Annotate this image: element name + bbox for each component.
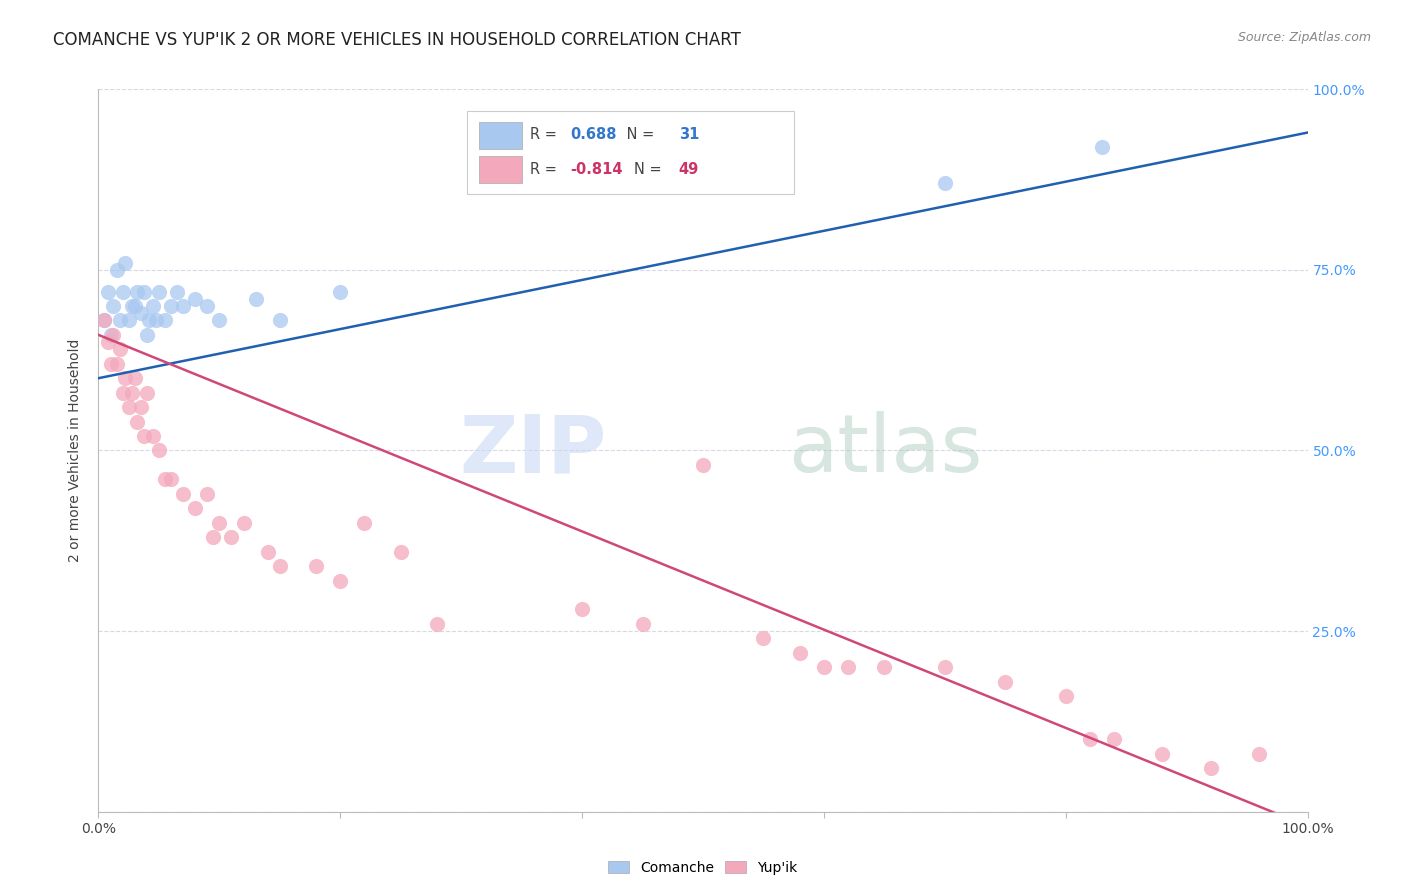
Point — [571, 602, 593, 616]
Point — [160, 299, 183, 313]
Point — [129, 400, 152, 414]
Text: 49: 49 — [679, 162, 699, 177]
Point — [752, 632, 775, 646]
Text: R =: R = — [530, 162, 561, 177]
Point — [934, 660, 956, 674]
Point — [1102, 732, 1125, 747]
Point — [256, 544, 278, 558]
Point — [118, 313, 141, 327]
Point — [93, 313, 115, 327]
Point — [121, 299, 143, 313]
Point — [142, 299, 165, 313]
Point — [789, 646, 811, 660]
Point — [389, 544, 412, 558]
Point — [101, 299, 124, 313]
Point — [172, 299, 194, 313]
Point — [114, 371, 136, 385]
Text: N =: N = — [634, 162, 666, 177]
Point — [813, 660, 835, 674]
Point — [221, 530, 243, 544]
Text: R =: R = — [530, 128, 567, 142]
Point — [631, 616, 654, 631]
Text: -0.814: -0.814 — [569, 162, 623, 177]
Point — [111, 385, 134, 400]
Point — [837, 660, 859, 674]
Point — [135, 385, 157, 400]
Point — [184, 501, 207, 516]
Point — [105, 357, 128, 371]
Point — [135, 327, 157, 342]
Point — [208, 516, 231, 530]
Point — [202, 530, 225, 544]
Text: 0.688: 0.688 — [569, 128, 616, 142]
Point — [108, 343, 131, 357]
Point — [232, 516, 254, 530]
Point — [1054, 689, 1077, 703]
Point — [873, 660, 896, 674]
Point — [118, 400, 141, 414]
Point — [934, 176, 956, 190]
Point — [100, 357, 122, 371]
Point — [692, 458, 714, 472]
Point — [142, 429, 165, 443]
Text: Source: ZipAtlas.com: Source: ZipAtlas.com — [1237, 31, 1371, 45]
Point — [184, 292, 207, 306]
Point — [127, 285, 149, 299]
Point — [127, 415, 149, 429]
Point — [148, 443, 170, 458]
Text: N =: N = — [621, 128, 664, 142]
Point — [134, 285, 156, 299]
Point — [329, 285, 352, 299]
Point — [208, 313, 231, 327]
Point — [1078, 732, 1101, 747]
Point — [994, 674, 1017, 689]
Point — [195, 487, 218, 501]
Point — [97, 285, 120, 299]
Point — [114, 255, 136, 269]
Point — [153, 472, 176, 486]
Point — [1199, 761, 1222, 775]
Point — [111, 285, 134, 299]
Point — [124, 371, 146, 385]
Text: atlas: atlas — [787, 411, 981, 490]
Text: 31: 31 — [679, 128, 699, 142]
FancyBboxPatch shape — [467, 111, 793, 194]
Point — [105, 262, 128, 277]
Point — [153, 313, 176, 327]
Bar — [479, 156, 522, 183]
Point — [426, 616, 449, 631]
Point — [148, 285, 170, 299]
Point — [1249, 747, 1271, 761]
Point — [160, 472, 183, 486]
Point — [269, 559, 291, 574]
Point — [121, 385, 143, 400]
Point — [245, 292, 267, 306]
Point — [145, 313, 167, 327]
Text: COMANCHE VS YUP'IK 2 OR MORE VEHICLES IN HOUSEHOLD CORRELATION CHART: COMANCHE VS YUP'IK 2 OR MORE VEHICLES IN… — [53, 31, 741, 49]
Point — [1152, 747, 1174, 761]
Point — [166, 285, 188, 299]
Point — [329, 574, 352, 588]
Point — [172, 487, 194, 501]
Text: ZIP: ZIP — [458, 411, 606, 490]
Point — [108, 313, 131, 327]
Y-axis label: 2 or more Vehicles in Household: 2 or more Vehicles in Household — [69, 339, 83, 562]
Point — [195, 299, 218, 313]
Point — [305, 559, 328, 574]
Point — [1091, 140, 1114, 154]
Point — [101, 327, 124, 342]
Point — [353, 516, 375, 530]
Point — [124, 299, 146, 313]
Point — [129, 306, 152, 320]
Point — [134, 429, 156, 443]
Point — [138, 313, 160, 327]
Legend: Comanche, Yup'ik: Comanche, Yup'ik — [603, 855, 803, 880]
Bar — [479, 121, 522, 149]
Point — [269, 313, 291, 327]
Point — [100, 327, 122, 342]
Point — [97, 334, 120, 349]
Point — [93, 313, 115, 327]
